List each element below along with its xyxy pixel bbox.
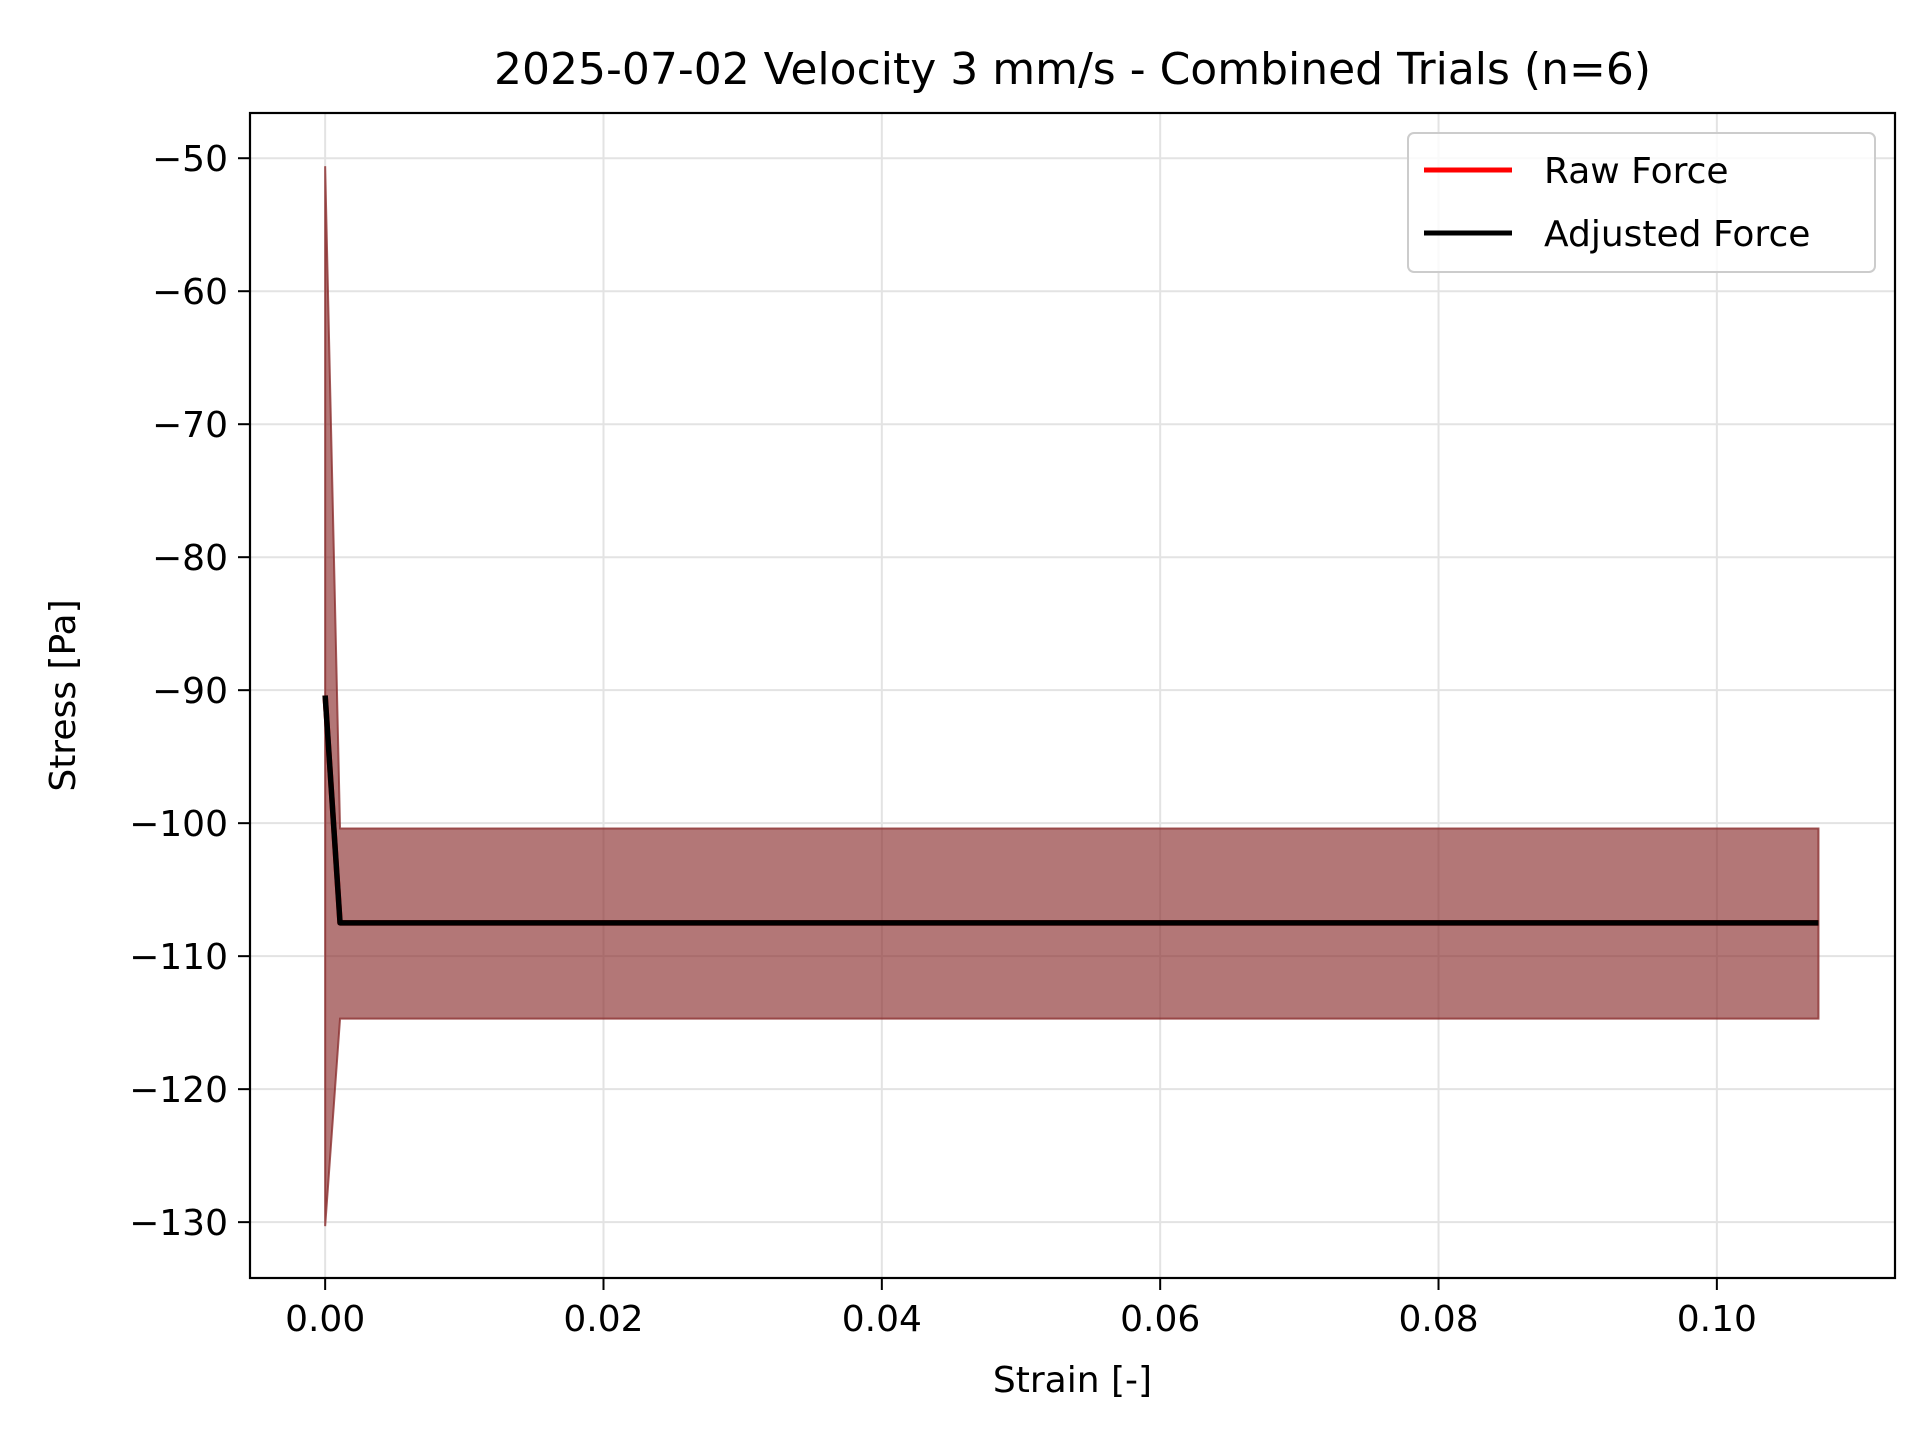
legend-box [1407, 132, 1876, 273]
plot-frame [248, 111, 1897, 1280]
series-line-adjusted-force [322, 695, 1819, 926]
x-axis-label: Strain [-] [993, 1360, 1152, 1401]
y-axis-ticks: −50 −60 −70 −80 −90 −100 −110 −120 −130 [129, 139, 250, 1244]
y-tick-label: −60 [152, 272, 228, 313]
chart-title: 2025-07-02 Velocity 3 mm/s - Combined Tr… [494, 44, 1651, 95]
y-tick-label: −80 [152, 538, 228, 579]
x-axis-ticks: 0.00 0.02 0.04 0.06 0.08 0.10 [285, 1278, 1757, 1340]
y-tick-label: −100 [129, 804, 228, 845]
grid [250, 113, 1895, 1278]
y-tick-label: −110 [129, 937, 228, 978]
x-tick-label: 0.00 [285, 1299, 365, 1340]
y-tick-label: −70 [152, 405, 228, 446]
x-tick-label: 0.02 [563, 1299, 643, 1340]
x-tick-label: 0.08 [1398, 1299, 1478, 1340]
y-tick-label: −90 [152, 671, 228, 712]
legend-label-adjusted-force: Adjusted Force [1544, 214, 1810, 255]
y-tick-label: −130 [129, 1203, 228, 1244]
series-lines [322, 695, 1819, 926]
x-tick-label: 0.10 [1677, 1299, 1757, 1340]
legend-label-raw-force: Raw Force [1544, 151, 1729, 192]
legend: Raw Force Adjusted Force [1407, 132, 1876, 273]
std-band [324, 166, 1820, 1227]
y-tick-label: −120 [129, 1070, 228, 1111]
y-axis-label: Stress [Pa] [43, 599, 84, 791]
y-tick-label: −50 [152, 139, 228, 180]
x-tick-label: 0.06 [1120, 1299, 1200, 1340]
std-band-area [324, 166, 1820, 1227]
x-tick-label: 0.04 [842, 1299, 922, 1340]
